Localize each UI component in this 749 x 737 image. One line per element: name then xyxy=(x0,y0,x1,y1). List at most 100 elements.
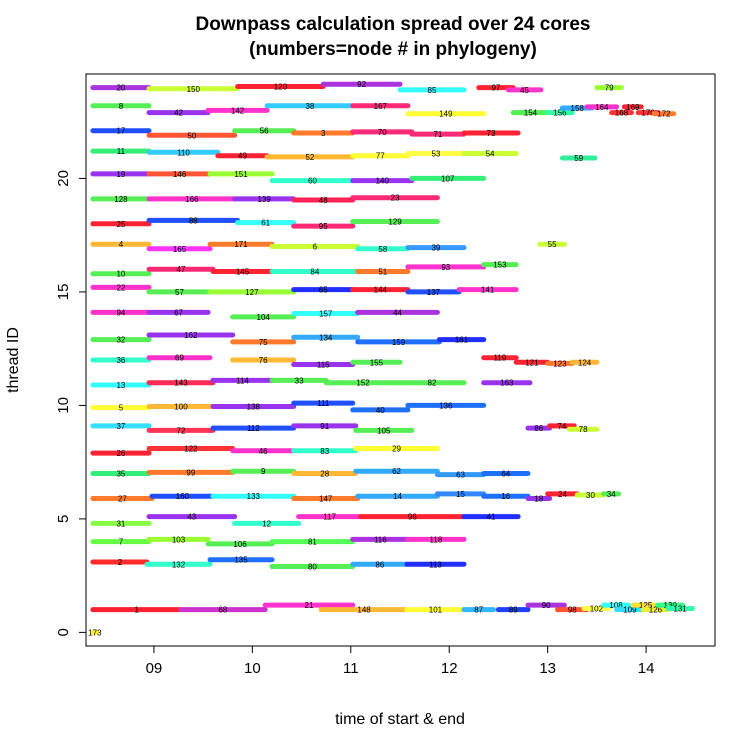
segment-label-node-139: 139 xyxy=(257,195,271,204)
segment-label-node-97: 97 xyxy=(492,84,501,93)
segment-label-node-36: 36 xyxy=(116,356,125,365)
segment-label-node-47: 47 xyxy=(177,265,186,274)
segment-label-node-169: 169 xyxy=(626,103,640,112)
segment-label-node-111: 111 xyxy=(317,399,330,408)
segment-label-node-41: 41 xyxy=(487,513,496,522)
segment-label-node-19: 19 xyxy=(116,170,125,179)
segment-label-node-153: 153 xyxy=(493,261,507,270)
segment-label-node-125: 125 xyxy=(639,601,653,610)
segment-label-node-151: 151 xyxy=(234,170,248,179)
segment-label-node-77: 77 xyxy=(376,152,385,161)
segment-label-node-78: 78 xyxy=(579,425,588,434)
x-tick-label: 11 xyxy=(343,660,359,677)
segment-label-node-143: 143 xyxy=(174,379,188,388)
segment-label-node-166: 166 xyxy=(185,195,199,204)
segment-label-node-146: 146 xyxy=(173,170,187,179)
segment-label-node-25: 25 xyxy=(116,220,125,229)
segment-label-node-123: 123 xyxy=(553,359,567,368)
segment-label-node-31: 31 xyxy=(116,519,125,528)
segment-label-node-53: 53 xyxy=(431,149,440,158)
segment-label-node-40: 40 xyxy=(376,406,385,415)
segment-label-node-167: 167 xyxy=(374,102,388,111)
segment-label-node-162: 162 xyxy=(184,331,198,340)
y-tick-label: 0 xyxy=(55,628,72,636)
segment-label-node-55: 55 xyxy=(548,240,557,249)
segment-label-node-118: 118 xyxy=(430,535,443,544)
y-tick-label: 20 xyxy=(55,170,72,187)
segment-label-node-124: 124 xyxy=(578,358,592,367)
segment-label-node-93: 93 xyxy=(441,263,450,272)
x-tick-label: 12 xyxy=(441,660,458,677)
segment-label-node-35: 35 xyxy=(116,469,125,478)
segment-label-node-38: 38 xyxy=(305,102,314,111)
segment-label-node-112: 112 xyxy=(247,424,260,433)
segment-label-node-12: 12 xyxy=(262,519,271,528)
segment-label-node-48: 48 xyxy=(319,196,328,205)
segment-label-node-8: 8 xyxy=(119,102,124,111)
segment-label-node-160: 160 xyxy=(176,492,190,501)
segment-label-node-16: 16 xyxy=(501,492,510,501)
segment-label-node-37: 37 xyxy=(116,422,125,431)
segment-label-node-65: 65 xyxy=(319,286,328,295)
segment-label-node-61: 61 xyxy=(261,219,270,228)
segment-label-node-113: 113 xyxy=(429,560,442,569)
y-tick-label: 15 xyxy=(55,284,72,301)
segment-label-node-92: 92 xyxy=(357,80,366,89)
segment-label-node-7: 7 xyxy=(119,538,124,547)
segment-label-node-150: 150 xyxy=(187,85,201,94)
segment-label-node-114: 114 xyxy=(236,376,249,385)
segment-label-node-119: 119 xyxy=(494,354,507,363)
segment-label-node-109: 109 xyxy=(623,606,637,615)
x-axis-label: time of start & end xyxy=(335,711,465,728)
segment-label-node-63: 63 xyxy=(456,471,465,480)
chart-title: Downpass calculation spread over 24 core… xyxy=(196,14,591,35)
segment-label-node-80: 80 xyxy=(308,563,317,572)
segment-label-node-138: 138 xyxy=(247,403,261,412)
segment-label-node-85: 85 xyxy=(428,86,437,95)
segment-label-node-74: 74 xyxy=(557,422,566,431)
segment-label-node-102: 102 xyxy=(590,605,604,614)
segment-label-node-60: 60 xyxy=(308,177,317,186)
segment-label-node-71: 71 xyxy=(433,130,442,139)
segment-label-node-117: 117 xyxy=(323,513,336,522)
segment-label-node-75: 75 xyxy=(259,338,268,347)
segment-label-node-56: 56 xyxy=(260,127,269,136)
segment-label-node-52: 52 xyxy=(305,153,314,162)
segment-label-node-134: 134 xyxy=(319,333,333,342)
segment-label-node-130: 130 xyxy=(664,601,678,610)
segment-label-node-95: 95 xyxy=(319,222,328,231)
segment-label-node-144: 144 xyxy=(374,286,388,295)
segment-label-node-103: 103 xyxy=(172,535,186,544)
segment-label-node-72: 72 xyxy=(177,426,186,435)
segment-label-node-127: 127 xyxy=(245,288,259,297)
segment-label-node-152: 152 xyxy=(356,379,370,388)
segment-label-node-3: 3 xyxy=(321,129,326,138)
segment-label-node-2: 2 xyxy=(118,558,123,567)
segment-label-node-129: 129 xyxy=(388,218,402,227)
segment-label-node-15: 15 xyxy=(456,490,465,499)
x-axis: 09 10 11 12 13 14 xyxy=(146,645,654,677)
segment-label-node-82: 82 xyxy=(428,379,437,388)
segment-label-node-137: 137 xyxy=(427,288,441,297)
x-tick-label: 10 xyxy=(244,660,261,677)
segment-label-node-39: 39 xyxy=(431,244,440,253)
segment-label-node-68: 68 xyxy=(218,606,227,615)
segment-label-node-81: 81 xyxy=(308,538,317,547)
segment-label-node-128: 128 xyxy=(114,195,128,204)
segment-label-node-142: 142 xyxy=(231,106,245,115)
segment-label-node-83: 83 xyxy=(320,447,329,456)
segment-label-node-13: 13 xyxy=(116,381,125,390)
segment-label-node-135: 135 xyxy=(234,556,248,565)
segment-label-node-94: 94 xyxy=(116,308,125,317)
segment-label-node-165: 165 xyxy=(173,245,187,254)
segment-label-node-51: 51 xyxy=(378,267,387,276)
segment-label-node-10: 10 xyxy=(116,270,125,279)
segment-label-node-88: 88 xyxy=(189,216,198,225)
segment-label-node-70: 70 xyxy=(378,128,387,137)
segment-label-node-132: 132 xyxy=(172,560,186,569)
segment-label-node-106: 106 xyxy=(233,540,247,549)
segment-label-node-136: 136 xyxy=(439,401,453,410)
segment-label-node-101: 101 xyxy=(429,606,443,615)
segment-label-node-171: 171 xyxy=(234,240,248,249)
